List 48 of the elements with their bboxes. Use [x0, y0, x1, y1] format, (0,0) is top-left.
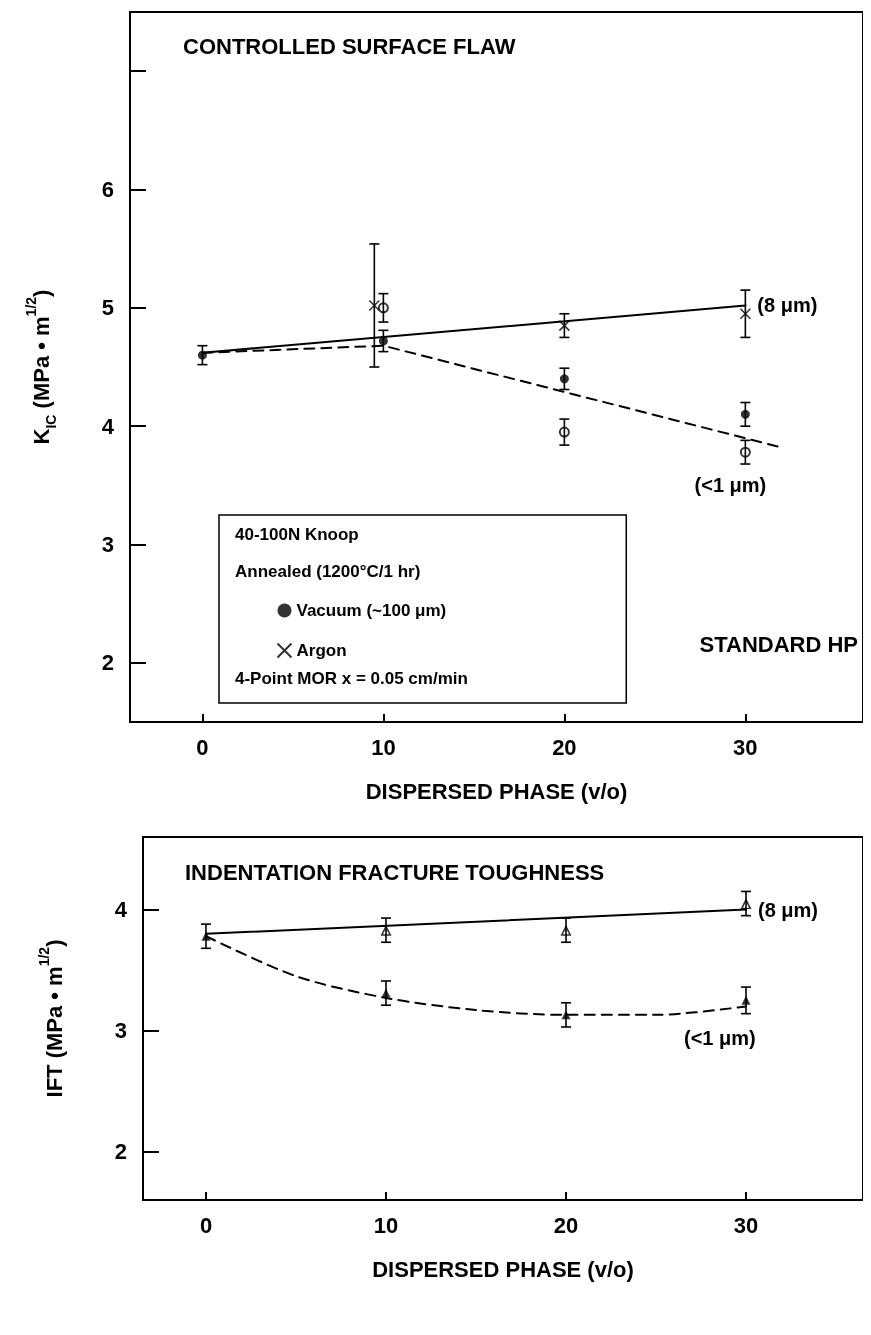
y-tick-label: 6 [101, 177, 114, 202]
y-tick-label: 4 [101, 413, 115, 439]
x-tick-label: 20 [553, 1212, 579, 1238]
point [740, 898, 752, 910]
y-tick-label: 2 [114, 1139, 127, 1165]
point [201, 931, 211, 941]
x-axis-title: DISPERSED PHASE (v/o) [372, 1256, 634, 1282]
point [561, 1010, 571, 1020]
text: CONTROLLED SURFACE FLAW [183, 33, 516, 59]
y-tick-label: 2 [101, 650, 114, 676]
point [558, 426, 570, 438]
legend-label: Vacuum (~100 μm) [296, 601, 447, 620]
y-axis-title: KIC (MPa • m1/2) [23, 289, 59, 445]
point [381, 988, 391, 998]
x-axis-title: DISPERSED PHASE (v/o) [365, 778, 628, 804]
point [739, 446, 751, 458]
text: INDENTATION FRACTURE TOUGHNESS [185, 859, 605, 885]
legend-label: Argon [296, 641, 347, 660]
point [559, 374, 569, 384]
point [558, 319, 571, 332]
point [741, 995, 751, 1005]
y-tick-label: 3 [101, 532, 114, 557]
x-tick-label: 20 [552, 734, 577, 760]
point [378, 336, 388, 346]
point [377, 302, 389, 314]
point [560, 924, 572, 936]
point [197, 350, 207, 360]
x-tick-label: 30 [733, 1212, 759, 1238]
x-tick-label: 0 [196, 734, 209, 760]
annotation: 4-Point MOR x = 0.05 cm/min [235, 669, 468, 688]
series-label: (<1 μm) [684, 1027, 756, 1050]
series-label: (8 μm) [757, 294, 818, 317]
annotation: 40-100N Knoop [235, 525, 359, 544]
y-axis-title: IFT (MPa • m1/2) [36, 939, 67, 1098]
x-tick-label: 10 [371, 734, 396, 760]
annotation: Annealed (1200°C/1 hr) [235, 562, 421, 581]
y-tick-label: 4 [114, 897, 128, 923]
y-tick-label: 3 [114, 1018, 127, 1044]
x-tick-label: 0 [199, 1212, 213, 1238]
y-tick-label: 5 [101, 295, 114, 321]
series-label: (<1 μm) [694, 474, 767, 497]
series-label: (8 μm) [758, 898, 819, 921]
annotation: STANDARD HP [699, 631, 858, 657]
point [740, 409, 750, 419]
point [739, 307, 752, 320]
x-tick-label: 30 [733, 734, 758, 760]
point [368, 299, 381, 312]
x-tick-label: 10 [373, 1212, 399, 1238]
